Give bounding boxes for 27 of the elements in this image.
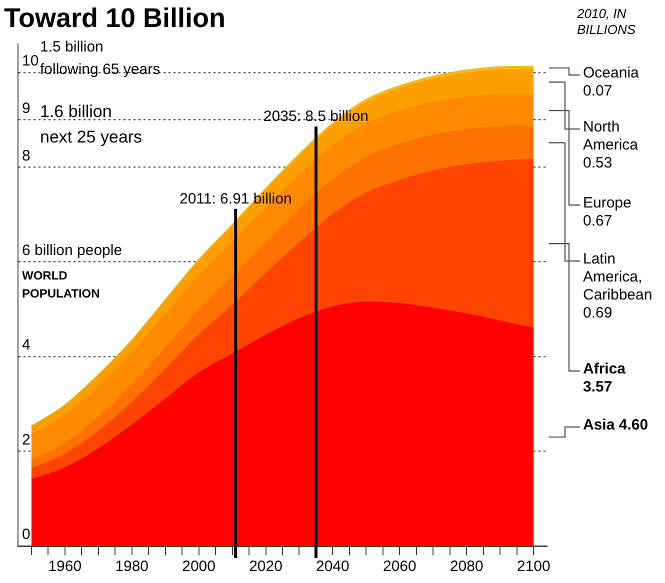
x-tick-label: 2020 [249,558,282,576]
annotation: 1.5 billion following 65 years [40,38,160,78]
annotation: 1.6 billion next 25 years [40,102,142,147]
y-tick-label: 8 [22,147,30,164]
x-tick-label: 2040 [316,558,350,576]
legend-title: 2010, IN BILLIONS [576,6,636,38]
y-tick-label: 10 [22,52,39,70]
text: North America 0.53 [583,118,639,172]
x-tick-label: 1960 [48,558,82,576]
y-tick-label: 4 [22,336,30,354]
text: Latin America, Caribbean 0.69 [583,250,652,322]
x-tick-label: 2000 [182,558,216,576]
y-tick-label: 0 [22,526,30,544]
text: Africa 3.57 [583,360,626,396]
y-tick-label: 6 billion people [22,242,122,259]
text: Asia 4.60 [583,416,648,434]
x-tick-label: 2080 [450,558,484,576]
x-tick-label: 2100 [516,558,550,576]
text: Europe 0.67 [583,194,632,230]
annotation: WORLD POPULATION [22,268,100,300]
ref-line-label: 2011: 6.91 billion [179,190,292,208]
chart-title: Toward 10 Billion [4,2,226,33]
y-tick-label: 2 [22,431,30,448]
x-tick-label: 1980 [115,558,149,576]
y-tick-label: 9 [22,100,30,117]
x-tick-label: 2060 [382,558,416,576]
text: Oceania 0.07 [583,64,640,100]
